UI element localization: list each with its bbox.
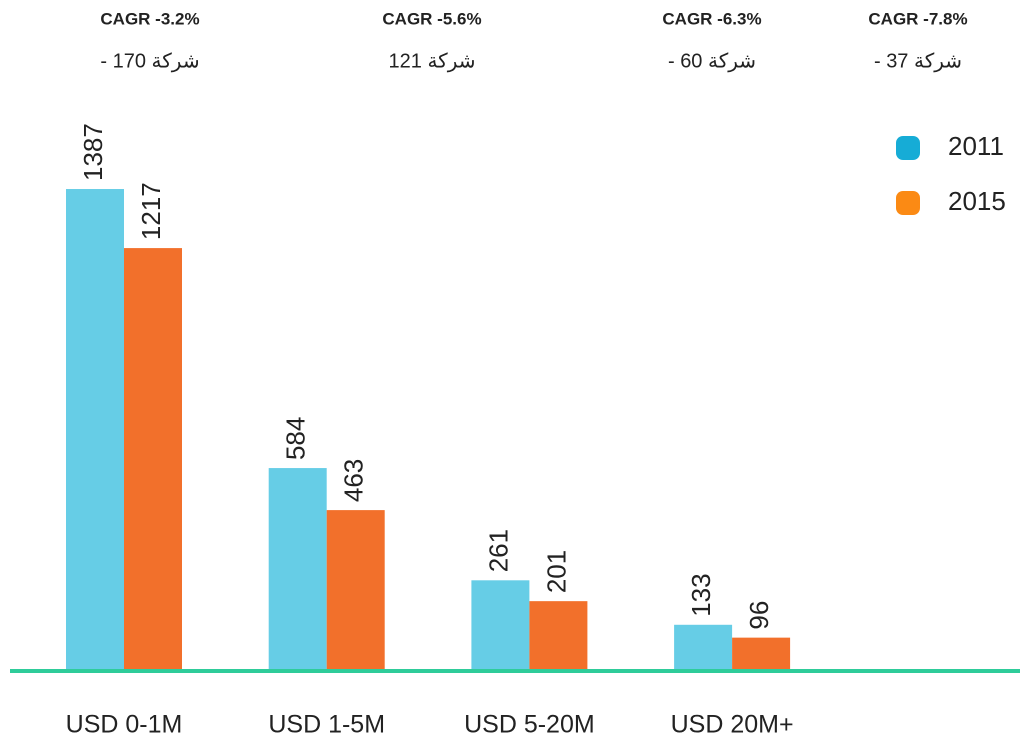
- bar: [326, 510, 385, 671]
- bar: [732, 637, 791, 671]
- bar: [124, 248, 182, 671]
- companies-label: شركة 37 -: [874, 50, 962, 72]
- data-label: 463: [339, 459, 369, 502]
- data-label: 1387: [78, 123, 108, 181]
- legend-marker: [896, 191, 920, 215]
- cagr-label: CAGR -3.2%: [100, 9, 199, 28]
- companies-label: شركة 60 -: [668, 50, 756, 72]
- data-label: 96: [744, 601, 774, 630]
- data-label: 584: [281, 417, 311, 460]
- companies-label: شركة 170 -: [100, 50, 199, 72]
- x-tick-label: USD 5-20M: [464, 711, 595, 739]
- bar: [529, 601, 588, 671]
- data-label: 261: [483, 529, 513, 572]
- legend-marker: [896, 136, 920, 160]
- x-tick-label: USD 1-5M: [268, 711, 385, 739]
- data-label: 1217: [136, 182, 166, 240]
- legend-label: 2015: [948, 186, 1006, 216]
- cagr-label: CAGR -5.6%: [382, 9, 481, 28]
- cagr-label: CAGR -7.8%: [868, 9, 967, 28]
- bar: [674, 624, 733, 671]
- bar: [66, 189, 124, 671]
- data-label: 133: [686, 573, 716, 616]
- legend-label: 2011: [948, 131, 1004, 161]
- x-tick-label: USD 20M+: [671, 711, 794, 739]
- bar: [268, 468, 327, 671]
- x-tick-label: USD 0-1M: [66, 711, 183, 739]
- data-label: 201: [541, 550, 571, 593]
- cagr-label: CAGR -6.3%: [662, 9, 761, 28]
- companies-label: شركة 121: [389, 50, 476, 72]
- bar: [471, 580, 530, 671]
